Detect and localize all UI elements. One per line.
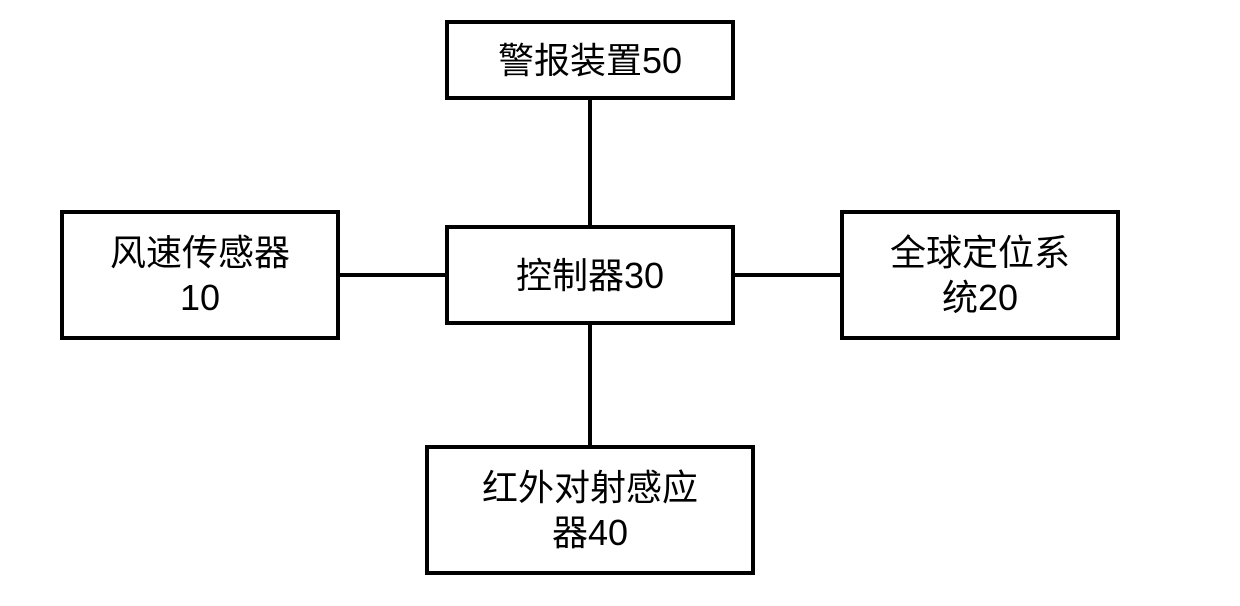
node-center: 控制器30	[445, 225, 735, 325]
node-right: 全球定位系统20	[840, 210, 1120, 340]
edge-left-center	[340, 273, 445, 277]
node-right-label: 全球定位系统20	[890, 230, 1070, 320]
edge-top-center	[588, 100, 592, 225]
edge-center-bottom	[588, 325, 592, 445]
node-left: 风速传感器10	[60, 210, 340, 340]
node-top-label: 警报装置50	[498, 38, 682, 83]
node-bottom: 红外对射感应器40	[425, 445, 755, 575]
edge-center-right	[735, 273, 840, 277]
node-center-label: 控制器30	[516, 253, 664, 298]
diagram-canvas: 警报装置50 风速传感器10 控制器30 全球定位系统20 红外对射感应器40	[0, 0, 1240, 606]
node-top: 警报装置50	[445, 20, 735, 100]
node-bottom-label: 红外对射感应器40	[482, 465, 698, 555]
node-left-label: 风速传感器10	[110, 230, 290, 320]
